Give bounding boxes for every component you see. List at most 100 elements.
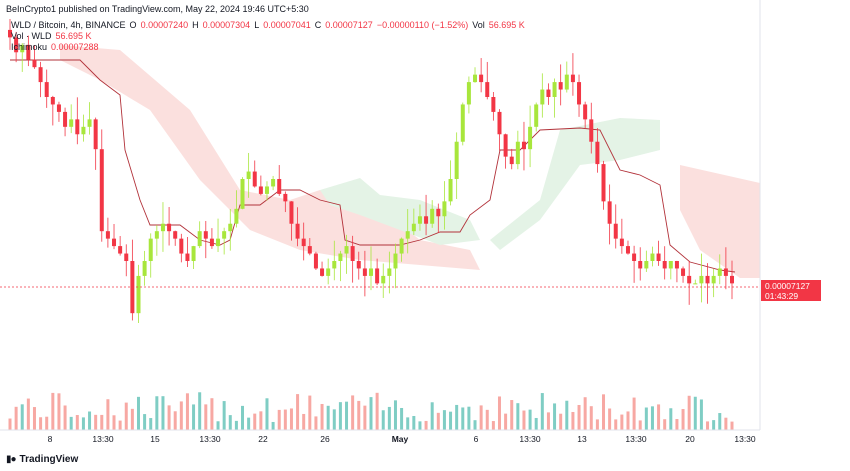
candle-body [564,74,569,90]
candle-body [332,261,337,269]
candle-body [264,186,269,194]
high-label: H [192,20,199,30]
volume-bar [100,414,104,430]
x-tick-label: May [392,434,409,444]
volume-bar [345,401,349,430]
candle-body [448,179,453,202]
candle-body [191,246,196,261]
volume-bar [26,398,30,430]
volume-bar [497,396,501,430]
candle-body [301,238,306,247]
volume-bar [528,409,532,430]
candle-body [509,156,514,165]
candle-body [38,67,43,83]
x-tick-label: 8 [48,434,53,444]
x-tick-label: 22 [258,434,268,444]
candle-body [240,179,245,209]
candle-body [497,111,502,135]
volume-bar [179,401,183,430]
candle-body [326,268,331,276]
candle-body [699,275,704,284]
volume-bar [204,404,208,430]
candle-body [650,253,655,261]
volume-bar [387,406,391,430]
candle-body [20,44,25,53]
candle-body [442,201,447,217]
candle-body [528,126,533,150]
candle-body [730,275,734,284]
candle-body [320,268,325,276]
candle-body [711,275,716,284]
candle-body [338,253,343,261]
volume-bar [699,399,703,430]
ichimoku-label[interactable]: Ichimoku [11,42,48,52]
volume-bar [167,405,171,430]
volume-bar [724,417,728,430]
candle-body [613,223,618,239]
symbol-label[interactable]: WLD / Bitcoin, 4h, BINANCE [11,20,126,30]
volume-bar [265,398,269,430]
ichimoku-row: Ichimoku 0.00007288 [11,42,525,53]
volume-bar [595,419,599,430]
x-tick-label: 13:30 [734,434,756,444]
candle-body [307,246,312,254]
volume-bar [124,402,128,430]
volume-bar [155,396,159,430]
candle-body [638,261,643,269]
candle-body [369,268,373,276]
volume-bar [504,413,508,430]
volume-bar [412,415,416,430]
volume-bar [650,406,654,430]
candle-body [93,119,98,150]
candle-body [570,74,575,83]
volume-bar [192,404,196,430]
candle-body [491,97,496,112]
price-label-countdown: 01:43:29 [765,291,798,301]
candle-body [681,268,686,276]
candle-body [313,253,318,269]
candle-body [393,253,398,269]
candle-body [558,82,563,90]
candle-body [228,223,233,232]
volume-bar [491,421,495,430]
candle-body [87,119,92,127]
candle-body [619,238,624,247]
candle-body [387,268,392,276]
close-label: C [314,20,322,30]
open-label: O [129,20,137,30]
volume-bar [259,411,263,430]
candle-body [99,149,104,232]
vol-value: 56.695 K [488,20,525,30]
candle-body [105,231,110,239]
candle-body [583,104,588,120]
volume-bar [247,417,251,430]
candle-body [277,179,282,194]
tradingview-logo[interactable]: ▮● TradingView [6,454,78,465]
candle-body [179,238,184,254]
candle-body [479,74,484,83]
candle-body [687,275,692,284]
candle-body [118,246,123,254]
volume-bar [455,404,459,430]
volume-bar [406,417,410,430]
volume-bar [216,421,220,430]
volume-bar [69,416,73,430]
candle-body [50,97,55,105]
volume-bar [577,404,581,430]
volume-bar [320,403,324,430]
volume-indicator-label[interactable]: Vol · WLD [11,31,52,41]
candle-body [668,261,673,269]
volume-bar [516,403,520,430]
volume-bar [185,393,189,430]
candle-body [362,268,367,276]
candles [8,18,734,323]
candle-body [430,208,435,224]
volume-bar [302,413,306,430]
candle-body [44,82,49,97]
candle-body [577,82,582,105]
publish-header: BeInCrypto1 published on TradingView.com… [6,4,309,14]
candle-body [546,89,551,97]
x-tick-label: 20 [685,434,695,444]
candle-body [625,246,630,254]
candle-body [142,261,147,276]
